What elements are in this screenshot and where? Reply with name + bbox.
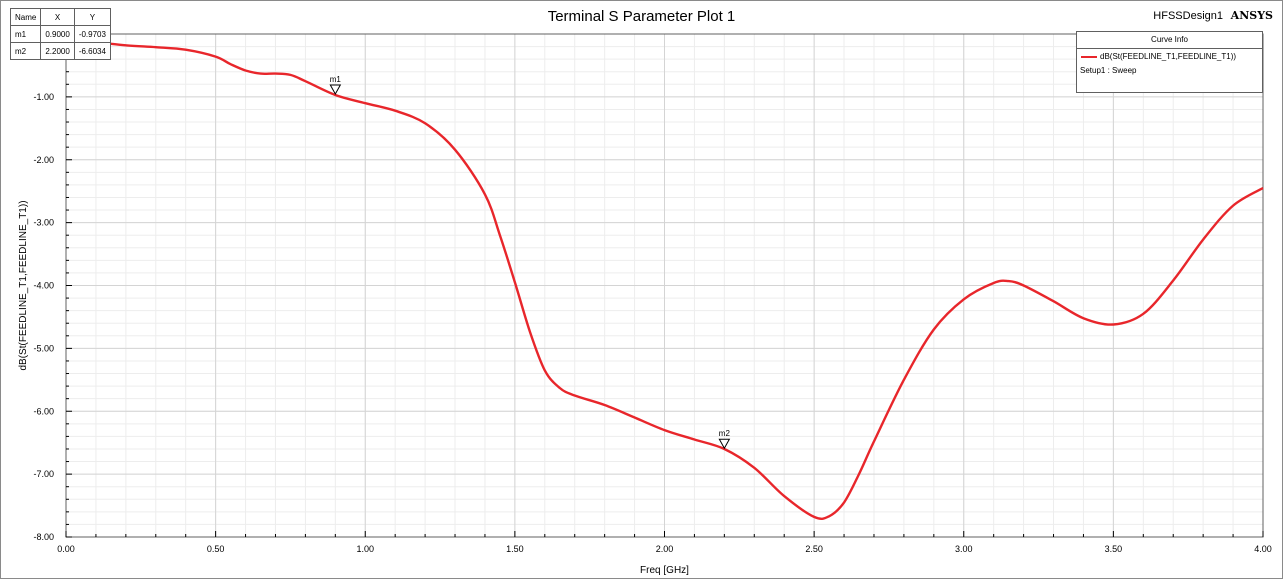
marker-x: 2.2000 xyxy=(40,42,75,60)
marker-triangle[interactable] xyxy=(329,84,342,96)
marker-table[interactable]: Name X Y m1 0.9000 -0.9703 m2 2.2000 -6.… xyxy=(9,8,111,60)
y-tick-label: -2.00 xyxy=(33,155,54,165)
marker-triangle[interactable] xyxy=(718,438,731,450)
x-tick-label: 0.50 xyxy=(207,544,225,554)
y-tick-label: -3.00 xyxy=(33,218,54,228)
marker-y: -6.6034 xyxy=(73,42,111,60)
marker-row[interactable]: m1 0.9000 -0.9703 xyxy=(9,25,111,43)
marker-label: m2 xyxy=(719,429,731,438)
y-tick-label: -6.00 xyxy=(33,406,54,416)
legend-series-label: dB(St(FEEDLINE_T1,FEEDLINE_T1)) xyxy=(1100,52,1237,61)
y-tick-label: -7.00 xyxy=(33,469,54,479)
x-axis-ticks: 0.00 0.50 1.00 1.50 2.00 2.50 3.00 3.50 4.00 xyxy=(57,531,1272,554)
marker-col-y: Y xyxy=(73,8,111,26)
marker-table-header: Name X Y xyxy=(9,8,111,26)
x-axis-label: Freq [GHz] xyxy=(640,565,689,576)
markers: m1 m2 xyxy=(329,75,731,450)
y-tick-label: -5.00 xyxy=(33,343,54,353)
marker-col-x: X xyxy=(40,8,75,26)
curve-info-legend[interactable]: Curve Info dB(St(FEEDLINE_T1,FEEDLINE_T1… xyxy=(1076,31,1263,93)
legend-line-swatch xyxy=(1081,55,1097,58)
x-tick-label: 2.50 xyxy=(805,544,823,554)
marker-label: m1 xyxy=(330,75,342,84)
series-line xyxy=(65,38,1264,520)
x-tick-label: 0.00 xyxy=(57,544,75,554)
y-axis-label: dB(St(FEEDLINE_T1,FEEDLINE_T1)) xyxy=(18,200,29,370)
marker-row[interactable]: m2 2.2000 -6.6034 xyxy=(9,42,111,60)
marker-y: -0.9703 xyxy=(73,25,111,43)
x-tick-label: 2.00 xyxy=(656,544,674,554)
marker-x: 0.9000 xyxy=(40,25,75,43)
marker-name: m2 xyxy=(9,42,42,60)
y-tick-label: -4.00 xyxy=(33,281,54,291)
y-tick-label: -8.00 xyxy=(33,532,54,542)
y-tick-label: -1.00 xyxy=(33,92,54,102)
chart-title: Terminal S Parameter Plot 1 xyxy=(547,8,736,25)
marker-name: m1 xyxy=(9,25,42,43)
x-tick-label: 3.50 xyxy=(1105,544,1123,554)
marker-col-name: Name xyxy=(9,8,42,26)
y-axis-ticks: -1.00 -2.00 -3.00 -4.00 -5.00 -6.00 -7.00 -8.00 xyxy=(33,33,72,542)
x-tick-label: 3.00 xyxy=(955,544,973,554)
ansys-logo: ANSYS xyxy=(1230,9,1273,22)
design-name: HFSSDesign1 xyxy=(1153,10,1223,22)
x-tick-label: 1.00 xyxy=(356,544,374,554)
legend-entry[interactable]: dB(St(FEEDLINE_T1,FEEDLINE_T1)) xyxy=(1081,52,1236,61)
x-tick-label: 1.50 xyxy=(506,544,524,554)
curve-info-title: Curve Info xyxy=(1077,32,1262,49)
legend-setup-label: Setup1 : Sweep xyxy=(1080,66,1137,75)
x-tick-label: 4.00 xyxy=(1254,544,1272,554)
